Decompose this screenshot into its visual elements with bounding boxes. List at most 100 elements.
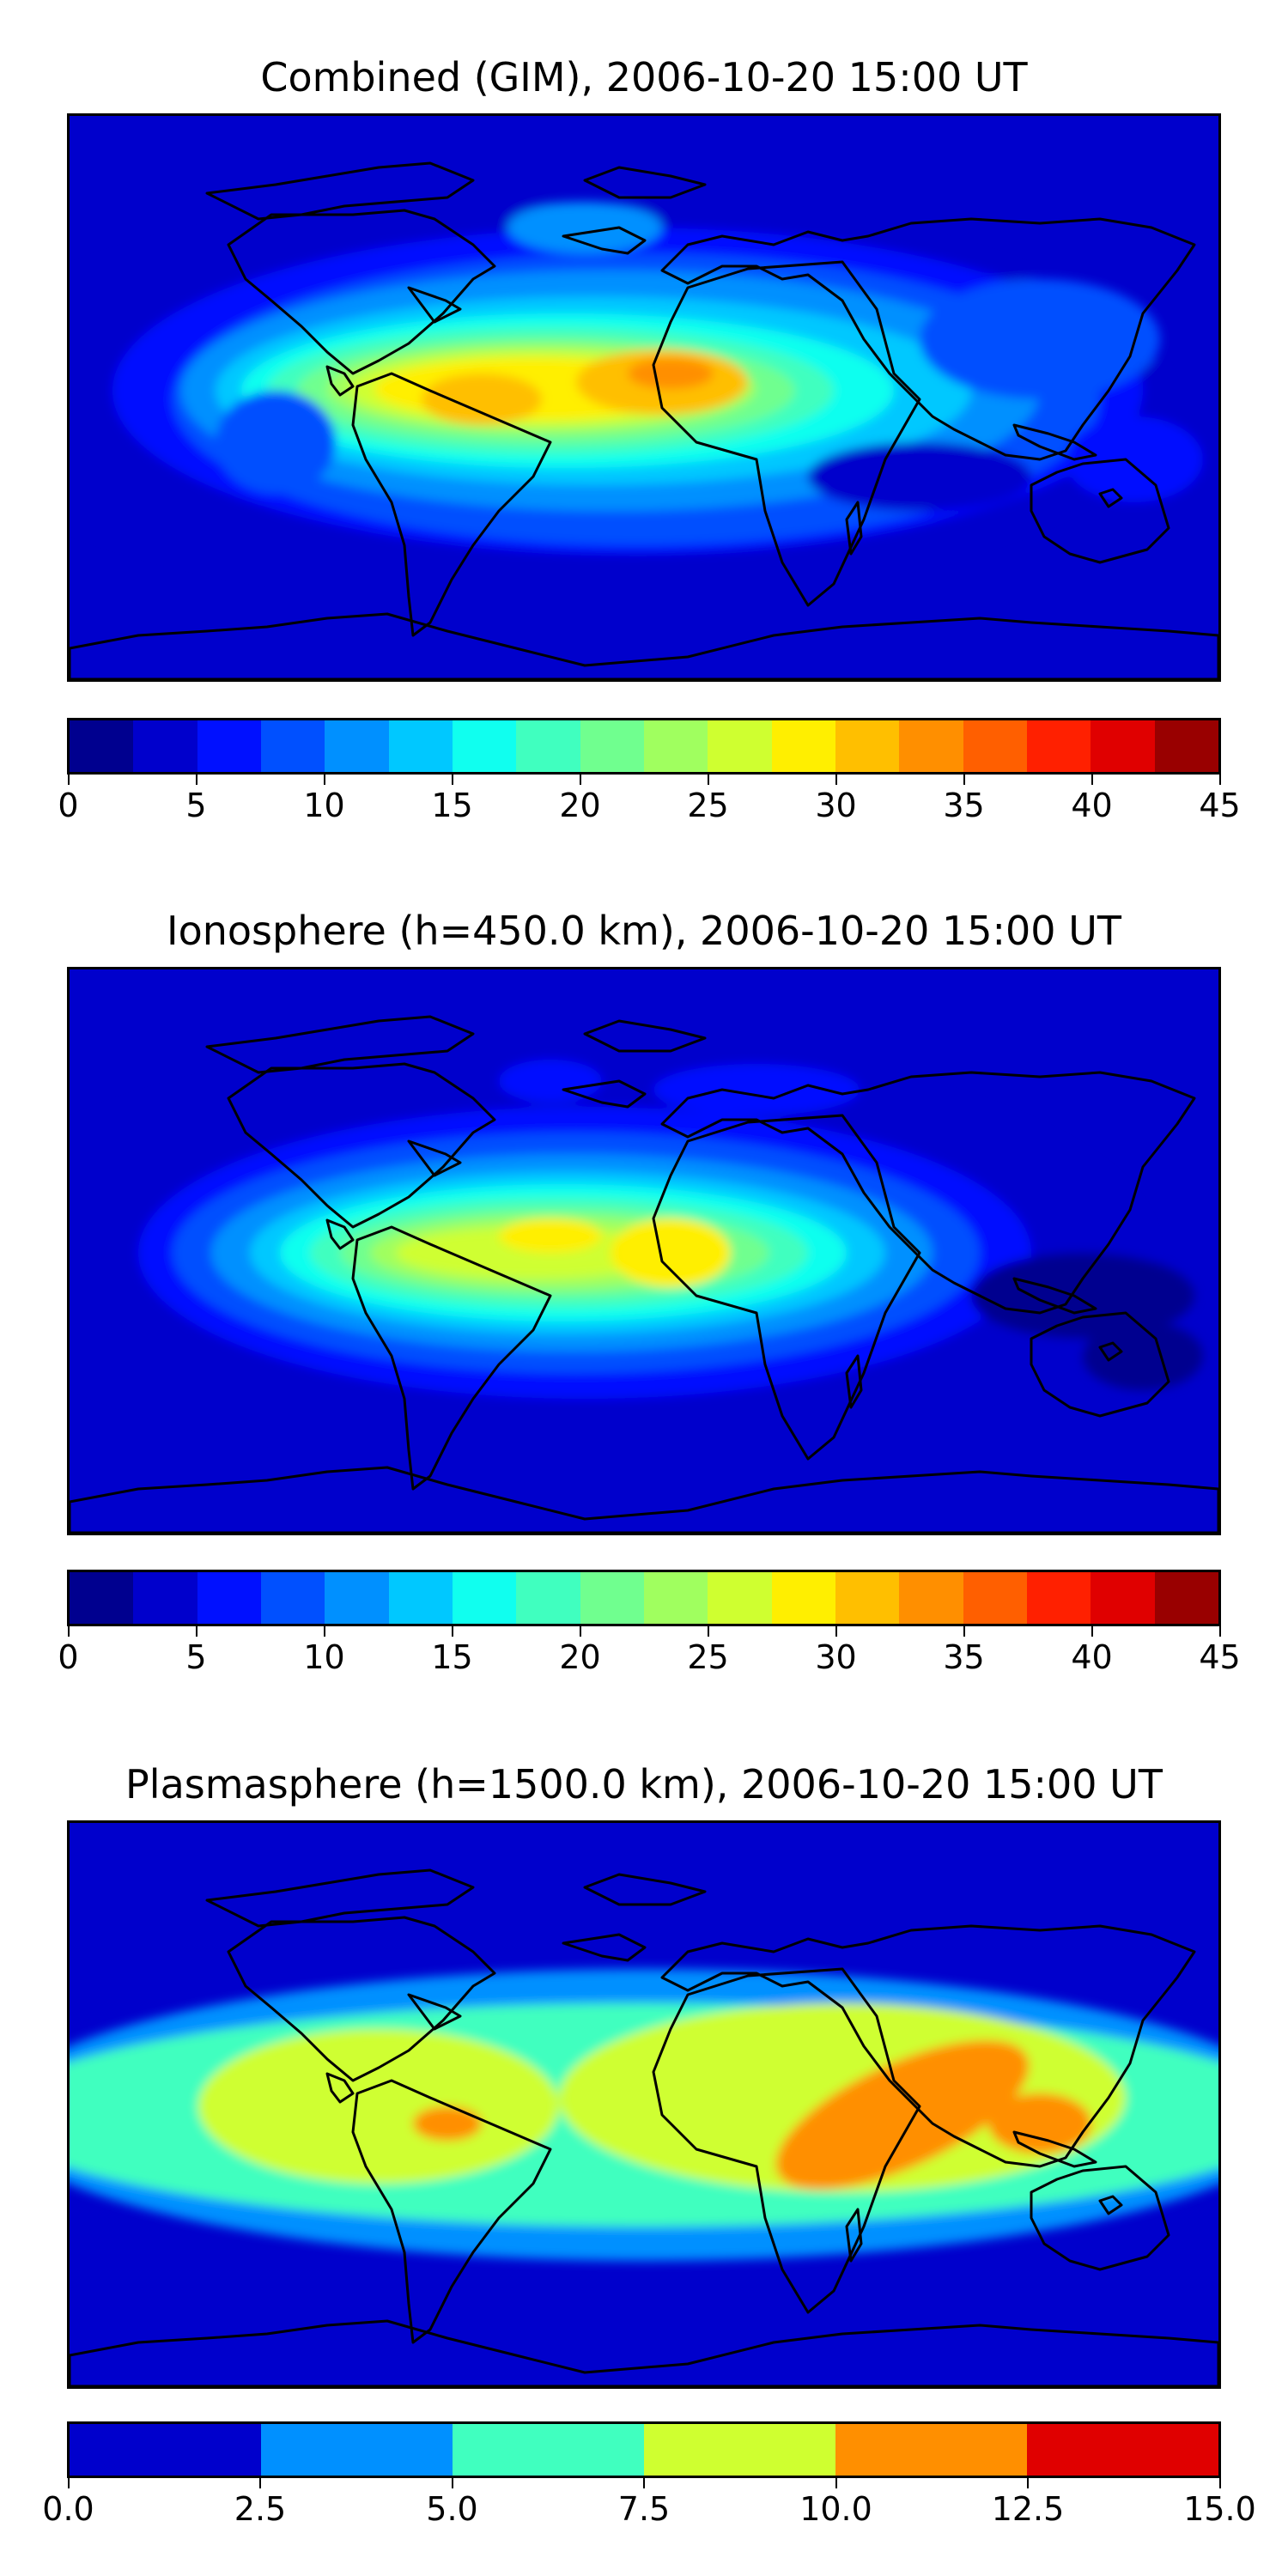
colorbar-segment bbox=[1027, 2424, 1218, 2476]
panel-2-colorbar bbox=[67, 1570, 1221, 1626]
colorbar-segment bbox=[1154, 720, 1218, 772]
colorbar-segment bbox=[1026, 1572, 1091, 1624]
colorbar-tick bbox=[195, 1626, 197, 1637]
colorbar-tick bbox=[835, 1626, 837, 1637]
colorbar-segment bbox=[963, 720, 1027, 772]
colorbar-tick-label: 35 bbox=[943, 1638, 985, 1676]
colorbar-segment bbox=[133, 720, 197, 772]
colorbar-tick-label: 20 bbox=[559, 1638, 601, 1676]
colorbar-segment bbox=[580, 720, 644, 772]
colorbar-tick-label: 2.5 bbox=[234, 2490, 287, 2528]
colorbar-tick bbox=[1218, 2478, 1221, 2488]
coastline bbox=[652, 260, 921, 607]
colorbar-tick-label: 30 bbox=[815, 787, 857, 824]
coastline bbox=[660, 217, 1196, 461]
colorbar-tick-label: 0.0 bbox=[42, 2490, 94, 2528]
colorbar-segment bbox=[260, 1572, 325, 1624]
panel-3-title: Plasmasphere (h=1500.0 km), 2006-10-20 1… bbox=[125, 1761, 1163, 1807]
colorbar-segment bbox=[963, 1572, 1027, 1624]
panel-2-map bbox=[67, 967, 1221, 1535]
colorbar-segment bbox=[325, 1572, 389, 1624]
colorbar-tick bbox=[1027, 2478, 1029, 2488]
colorbar-segment bbox=[899, 720, 963, 772]
colorbar-tick bbox=[963, 1626, 965, 1637]
coastline bbox=[351, 1225, 552, 1491]
coastline bbox=[70, 1466, 1218, 1533]
colorbar-tick bbox=[579, 1626, 581, 1637]
panel-3-colorbar bbox=[67, 2421, 1221, 2478]
coastline bbox=[205, 161, 475, 221]
colorbar-segment bbox=[516, 720, 580, 772]
colorbar-segment bbox=[771, 720, 835, 772]
colorbar-tick bbox=[323, 1626, 325, 1637]
coastline bbox=[562, 1079, 647, 1109]
panel-3-map bbox=[67, 1820, 1221, 2389]
colorbar-segment bbox=[70, 2424, 261, 2476]
colorbar-segment bbox=[388, 1572, 453, 1624]
colorbar-tick-label: 0 bbox=[58, 1638, 79, 1676]
colorbar-tick-label: 5 bbox=[185, 787, 207, 824]
coastline bbox=[205, 1868, 475, 1928]
colorbar-tick-label: 45 bbox=[1199, 1638, 1241, 1676]
colorbar-tick bbox=[643, 2478, 645, 2488]
panel-2-title: Ionosphere (h=450.0 km), 2006-10-20 15:0… bbox=[167, 908, 1121, 954]
colorbar-segment bbox=[70, 720, 134, 772]
coastline bbox=[845, 1354, 863, 1409]
colorbar-tick-label: 45 bbox=[1199, 787, 1241, 824]
coastline bbox=[1030, 2165, 1170, 2271]
colorbar-segment bbox=[835, 720, 900, 772]
panel-1-colorbar bbox=[67, 718, 1221, 775]
coastline bbox=[325, 365, 355, 397]
coastline bbox=[205, 1015, 475, 1074]
colorbar-segment bbox=[708, 1572, 772, 1624]
colorbar-tick-label: 35 bbox=[943, 787, 985, 824]
colorbar-tick bbox=[707, 775, 709, 785]
coastline bbox=[227, 1062, 496, 1229]
colorbar-tick bbox=[451, 775, 453, 785]
coastline bbox=[652, 1967, 921, 2314]
colorbar-tick bbox=[259, 2478, 261, 2488]
coastline bbox=[325, 1218, 355, 1250]
colorbar-tick-label: 5.0 bbox=[426, 2490, 478, 2528]
coastline bbox=[325, 2072, 355, 2104]
colorbar-tick bbox=[67, 1626, 70, 1637]
coastline bbox=[562, 226, 647, 255]
colorbar-tick bbox=[67, 775, 70, 785]
colorbar-tick-label: 5 bbox=[185, 1638, 207, 1676]
colorbar-segment bbox=[197, 1572, 261, 1624]
coastline bbox=[845, 501, 863, 556]
colorbar-segment bbox=[70, 1572, 134, 1624]
colorbar-tick bbox=[67, 2478, 70, 2488]
colorbar-tick bbox=[579, 775, 581, 785]
coastline bbox=[1012, 423, 1097, 461]
coastline bbox=[407, 1993, 462, 2031]
panel-1-title: Combined (GIM), 2006-10-20 15:00 UT bbox=[260, 54, 1028, 100]
colorbar-tick bbox=[963, 775, 965, 785]
coastline bbox=[1030, 458, 1170, 564]
coastline bbox=[1012, 1277, 1097, 1315]
colorbar-segment bbox=[1154, 1572, 1218, 1624]
colorbar-tick-label: 15 bbox=[431, 787, 473, 824]
colorbar-segment bbox=[260, 720, 325, 772]
colorbar-segment bbox=[197, 720, 261, 772]
colorbar-tick-label: 15 bbox=[431, 1638, 473, 1676]
coastline bbox=[407, 1139, 462, 1177]
coastline bbox=[583, 1019, 707, 1053]
colorbar-tick-label: 7.5 bbox=[617, 2490, 671, 2528]
coastline bbox=[70, 612, 1218, 679]
colorbar-tick-label: 40 bbox=[1071, 1638, 1113, 1676]
colorbar-segment bbox=[643, 1572, 708, 1624]
coastline bbox=[583, 166, 707, 199]
colorbar-tick bbox=[835, 775, 837, 785]
colorbar-tick-label: 20 bbox=[559, 787, 601, 824]
colorbar-tick bbox=[451, 1626, 453, 1637]
colorbar-segment bbox=[1026, 720, 1091, 772]
colorbar-tick-label: 10 bbox=[303, 787, 345, 824]
panel-1-map bbox=[67, 113, 1221, 682]
colorbar-segment bbox=[261, 2424, 453, 2476]
colorbar-tick-label: 25 bbox=[687, 787, 729, 824]
colorbar-tick bbox=[1218, 775, 1221, 785]
coastline bbox=[660, 1924, 1196, 2168]
coastline bbox=[1098, 488, 1123, 508]
colorbar-tick bbox=[1091, 775, 1093, 785]
